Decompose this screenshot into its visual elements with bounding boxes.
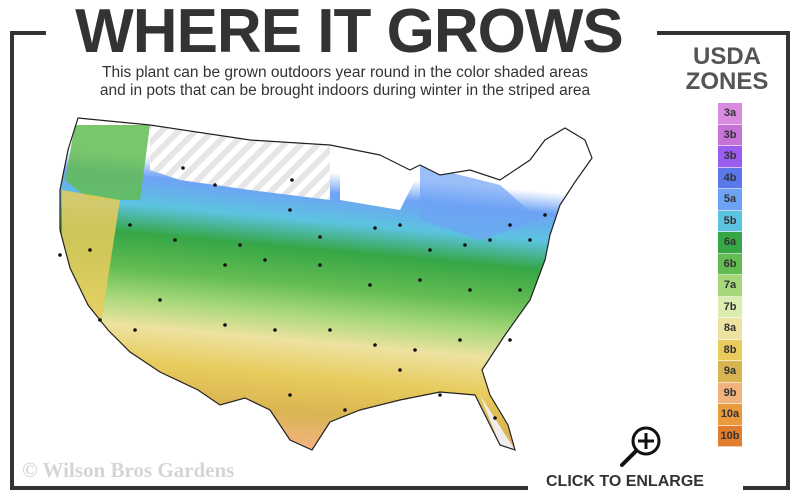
legend-zone-3b: 3b: [718, 146, 742, 168]
legend-zone-7b: 7b: [718, 296, 742, 318]
city-dot: [508, 223, 512, 227]
city-dot: [223, 323, 227, 327]
frame-top-right: [657, 31, 790, 35]
city-dot: [288, 208, 292, 212]
legend-title-line-2: ZONES: [685, 68, 769, 95]
frame-right: [786, 31, 790, 490]
enlarge-label: CLICK TO ENLARGE: [546, 473, 704, 490]
us-zone-map[interactable]: [40, 105, 620, 455]
legend-zone-4b: 4b: [718, 167, 742, 189]
legend-zone-6a: 6a: [718, 232, 742, 254]
frame-top-left: [10, 31, 46, 35]
legend-zone-9b: 9b: [718, 382, 742, 404]
legend-zone-8a: 8a: [718, 318, 742, 340]
city-dot: [133, 328, 137, 332]
city-dot: [181, 166, 185, 170]
city-dot: [458, 338, 462, 342]
city-dot: [98, 318, 102, 322]
legend-zone-7a: 7a: [718, 275, 742, 297]
subtitle-line-1: This plant can be grown outdoors year ro…: [102, 64, 588, 81]
city-dot: [173, 238, 177, 242]
city-dot: [263, 258, 267, 262]
subtitle-line-2: and in pots that can be brought indoors …: [99, 82, 591, 99]
legend-zone-6b: 6b: [718, 253, 742, 275]
legend-zone-8b: 8b: [718, 339, 742, 361]
legend-zone-3b: 3b: [718, 124, 742, 146]
legend-zone-10b: 10b: [718, 425, 742, 447]
city-dot: [528, 238, 532, 242]
city-dot: [290, 178, 294, 182]
city-dot: [318, 235, 322, 239]
city-dot: [488, 238, 492, 242]
click-to-enlarge-button[interactable]: CLICK TO ENLARGE: [530, 420, 740, 495]
city-dot: [438, 393, 442, 397]
page-title: WHERE IT GROWS: [75, 0, 623, 66]
city-dot: [223, 263, 227, 267]
city-dot: [543, 213, 547, 217]
city-dot: [158, 298, 162, 302]
city-dot: [213, 183, 217, 187]
city-dot: [288, 393, 292, 397]
city-dot: [128, 223, 132, 227]
zone-legend: 3a 3b 3b 4b 5a 5b 6a 6b 7a 7b 8a 8b 9a 9b 10a 10b: [718, 103, 742, 447]
legend-title-line-1: USDA: [692, 43, 761, 70]
frame-left: [10, 31, 14, 490]
legend-title: USDA ZONES: [672, 44, 782, 94]
zoom-in-icon: [620, 426, 661, 467]
city-dot: [328, 328, 332, 332]
city-dot: [398, 368, 402, 372]
city-dot: [508, 338, 512, 342]
legend-zone-9a: 9a: [718, 361, 742, 383]
legend-zone-3a: 3a: [718, 103, 742, 125]
frame-bottom-right: [743, 486, 790, 490]
city-dot: [428, 248, 432, 252]
copyright-watermark: © Wilson Bros Gardens: [22, 458, 235, 482]
legend-zone-5b: 5b: [718, 210, 742, 232]
city-dot: [413, 348, 417, 352]
city-dot: [318, 263, 322, 267]
city-dot: [368, 283, 372, 287]
city-dot: [398, 223, 402, 227]
city-dot: [418, 278, 422, 282]
city-dot: [343, 408, 347, 412]
legend-zone-10a: 10a: [718, 404, 742, 426]
city-dot: [88, 248, 92, 252]
city-dot: [463, 243, 467, 247]
city-dot: [468, 288, 472, 292]
frame-bottom-left: [10, 486, 528, 490]
city-dot: [493, 416, 497, 420]
striped-area: [150, 125, 330, 200]
city-dot: [373, 226, 377, 230]
subtitle: This plant can be grown outdoors year ro…: [40, 64, 650, 100]
legend-zone-5a: 5a: [718, 189, 742, 211]
city-dot: [373, 343, 377, 347]
city-dot: [238, 243, 242, 247]
city-dot: [273, 328, 277, 332]
city-dots: [58, 166, 547, 420]
city-dot: [58, 253, 62, 257]
city-dot: [518, 288, 522, 292]
